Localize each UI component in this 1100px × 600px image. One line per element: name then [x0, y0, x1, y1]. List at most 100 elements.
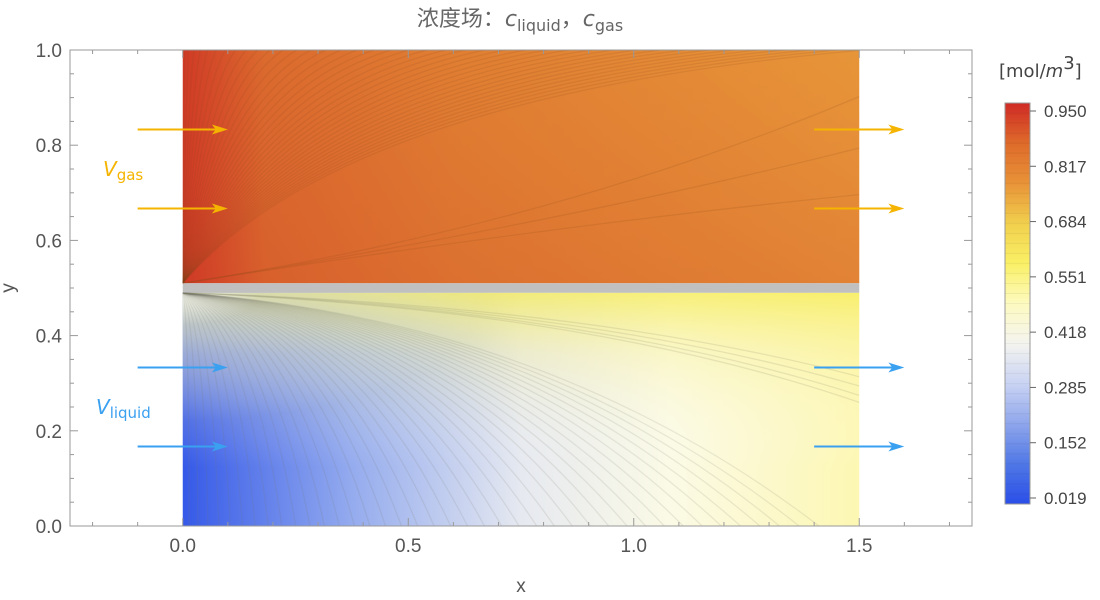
contour-line-liquid-far [182, 292, 860, 397]
contour-line-liquid [182, 292, 684, 527]
liquid-contours [182, 292, 860, 527]
contour-line-gas-far [182, 147, 860, 284]
contour-line-liquid [182, 292, 452, 527]
contour-line-liquid [182, 292, 647, 527]
contour-line-gas [182, 50, 530, 284]
gas-contours [182, 50, 860, 284]
contour-line-gas [182, 50, 186, 284]
chart-title: 浓度场：cliquid，cgas [417, 7, 623, 35]
contour-line-liquid-far [182, 292, 860, 378]
velocity-arrow-gas [137, 203, 228, 214]
interface-band [182, 283, 860, 293]
contour-line-gas [182, 50, 313, 284]
contour-line-liquid [182, 292, 742, 527]
colorbar-tick-label: 0.019 [1044, 489, 1087, 508]
y-tick-label: 0.6 [36, 231, 62, 252]
contour-line-gas [182, 50, 328, 284]
contour-line-liquid [182, 292, 356, 527]
contour-line-gas [182, 50, 227, 284]
contour-line-gas [182, 50, 619, 284]
velocity-arrow-gas [137, 124, 228, 135]
contour-line-gas [182, 50, 299, 284]
velocity-arrow-gas [814, 203, 905, 214]
contour-line-liquid [182, 292, 592, 527]
contour-line-gas [182, 50, 792, 284]
contour-line-gas [182, 50, 259, 284]
velocity-arrow-gas [814, 124, 905, 135]
chart-title-prefix: 浓度场： [417, 7, 505, 32]
contour-line-gas [182, 50, 190, 284]
x-axis-title: x [516, 576, 526, 597]
colorbar-unit-var: m [1046, 61, 1064, 82]
contour-line-gas [182, 50, 552, 284]
contour-line-liquid [182, 292, 371, 527]
contour-line-gas [182, 50, 740, 284]
colorbar-unit-prefix: [mol/ [999, 61, 1047, 82]
contour-line-liquid [182, 292, 781, 527]
velocity-arrows [137, 124, 905, 452]
contour-line-gas [182, 50, 344, 284]
contour-line-liquid [182, 292, 538, 527]
contour-line-gas [182, 50, 449, 284]
contour-line-liquid [182, 292, 556, 527]
colorbar-bands [1005, 112, 1030, 495]
contour-line-liquid-far [182, 292, 860, 403]
contour-line-liquid [182, 292, 387, 527]
contour-line-gas [182, 50, 818, 284]
x-tick-label: 1.0 [621, 536, 647, 557]
colorbar-tick-label: 0.817 [1044, 157, 1087, 176]
velocity-label-liquid-var: V [96, 395, 111, 419]
contour-line-liquid [182, 292, 326, 527]
contour-line-gas [182, 50, 690, 284]
colorbar-ticks: 0.950 0.817 0.684 0.551 0.418 0.285 0.152 0.019 [1030, 102, 1087, 508]
contour-line-gas-far [182, 193, 860, 284]
chart-title-sub1: liquid [517, 16, 561, 35]
velocity-arrow-liquid [814, 441, 905, 452]
contour-line-liquid [182, 292, 419, 527]
y-tick-label: 0.0 [36, 517, 62, 538]
chart-title-sub2: gas [595, 16, 623, 35]
liquid-region-corner [182, 292, 488, 422]
x-tick-label: 0.0 [170, 536, 196, 557]
contour-line-gas [182, 50, 642, 284]
colorbar-bar [1004, 102, 1031, 505]
axis-ticks: 0.0 0.5 1.0 1.5 0.0 0.2 0.4 0.6 0.8 1.0 [36, 41, 972, 557]
contour-line-gas [182, 50, 860, 284]
contour-line-gas [182, 50, 715, 284]
velocity-label-gas-sub: gas [117, 166, 144, 184]
contour-line-liquid [182, 292, 469, 527]
y-axis-title: y [0, 283, 19, 293]
contour-line-liquid [182, 292, 801, 527]
velocity-label-gas: Vgas [103, 157, 143, 184]
contour-line-gas [182, 50, 845, 284]
contour-line-gas [182, 50, 666, 284]
colorbar-tick-label: 0.684 [1044, 213, 1087, 232]
contour-line-gas-far [182, 96, 860, 284]
contour-line-gas [182, 50, 285, 284]
contour-line-liquid [182, 292, 231, 527]
contour-line-liquid-far [182, 292, 860, 387]
contour-line-liquid [182, 292, 723, 527]
colorbar-tick-label: 0.950 [1044, 102, 1087, 121]
contour-line-gas [182, 50, 209, 284]
velocity-arrow-liquid [137, 362, 228, 373]
contour-line-liquid [182, 292, 435, 527]
contour-line-liquid [182, 292, 610, 527]
contour-line-gas [182, 50, 195, 284]
velocity-arrow-liquid [814, 362, 905, 373]
contour-line-gas [182, 50, 509, 284]
contour-line-liquid [182, 292, 340, 527]
velocity-label-liquid: Vliquid [96, 395, 151, 422]
y-tick-label: 0.8 [36, 136, 62, 157]
contour-lines [182, 50, 860, 527]
chart-title-var1: c [505, 7, 517, 32]
contour-line-liquid [182, 292, 628, 527]
concentration-field [182, 50, 860, 526]
contour-line-gas [182, 50, 237, 284]
y-tick-label: 1.0 [36, 41, 62, 62]
velocity-label-gas-var: V [103, 157, 118, 181]
colorbar-tick-label: 0.418 [1044, 323, 1087, 342]
contour-line-gas [182, 50, 430, 284]
colorbar-tick-label: 0.152 [1044, 434, 1087, 453]
